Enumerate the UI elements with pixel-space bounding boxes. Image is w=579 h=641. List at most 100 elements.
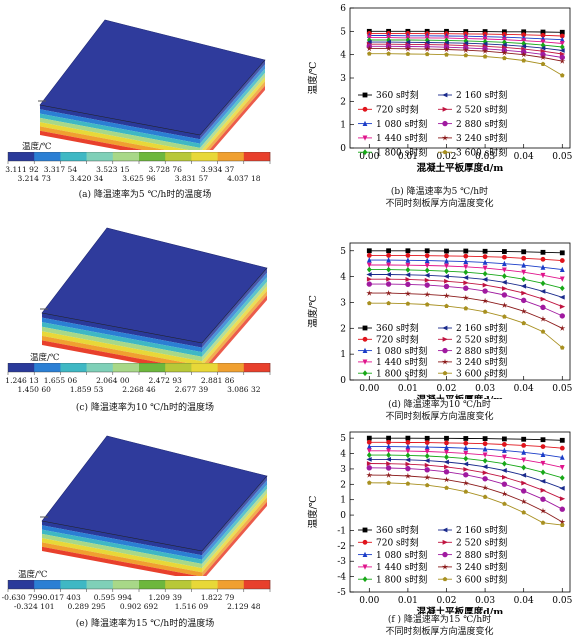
data-point (385, 281, 392, 287)
y-tick-label: 0 (340, 376, 346, 386)
colorbar-segment (8, 580, 35, 589)
data-point (559, 41, 565, 47)
data-point (405, 301, 411, 306)
data-point (366, 443, 372, 450)
line-chart-b: 0 1 2 3 4 5 6 0.00 0.01 0.02 0.03 0.04 0.05 混凝土平板厚度d/… (307, 4, 573, 174)
slab-image-a (38, 19, 266, 150)
y-tick-label: 3 (340, 465, 346, 475)
data-point (540, 32, 546, 38)
y-tick-label: -1 (337, 526, 346, 536)
colorbar-a (7, 152, 271, 164)
panel-e: 温度/℃ -0.630 799 -0.017 403 0.595 994 1.209 … (0, 426, 290, 641)
data-point (404, 290, 411, 297)
data-point (424, 474, 431, 480)
legend-label: 2 520 s时刻 (456, 104, 507, 116)
data-point (521, 480, 527, 486)
x-tick-label: 0.03 (475, 384, 495, 394)
y-tick-label: 0 (340, 511, 346, 521)
colorbar-segment (112, 580, 140, 589)
colorbar-segment (34, 363, 61, 372)
data-point (559, 325, 566, 331)
caption-b-line1: (b) 降温速率为5 ℃/h时 (390, 187, 489, 197)
data-point (366, 461, 373, 466)
data-point (559, 73, 565, 78)
data-point (443, 292, 450, 299)
slab-side-band (202, 480, 267, 560)
x-tick-label: 0.03 (475, 596, 495, 606)
legend-label: 3 600 s时刻 (456, 146, 507, 158)
data-point (559, 285, 565, 292)
x-tick-label: 0.05 (552, 596, 572, 606)
y-axis-label: 温度/℃ (307, 61, 319, 94)
y-tick-label: 2 (340, 324, 346, 334)
x-tick-label: 0.00 (359, 596, 379, 606)
y-tick-label: 4 (340, 51, 346, 61)
data-point (444, 485, 449, 490)
y-tick-label: 5 (340, 434, 346, 444)
data-point (367, 300, 372, 306)
colorbar-tick-label: 2.472 93 (148, 376, 182, 385)
legend-label: 3 600 s时刻 (456, 367, 507, 379)
legend-label: 1 800 s时刻 (376, 573, 427, 585)
slab-side-band (209, 85, 265, 150)
data-point (404, 457, 411, 463)
data-point (366, 266, 372, 273)
data-point (540, 264, 546, 270)
slab-side-band (202, 268, 267, 348)
data-point (443, 469, 450, 475)
x-axis-label: 混凝土平板厚度d/m (417, 606, 504, 614)
data-point (386, 262, 391, 268)
legend-marker (442, 527, 448, 533)
data-point (385, 456, 391, 462)
colorbar-segment (139, 152, 166, 161)
legend-label: 360 s时刻 (376, 322, 419, 334)
data-point (404, 472, 411, 479)
y-axis-label: 温度/℃ (307, 495, 319, 528)
plot-frame (349, 242, 571, 381)
legend-marker (442, 576, 448, 582)
data-point (405, 266, 411, 273)
data-point (540, 478, 546, 484)
data-point (424, 302, 430, 307)
data-point (501, 302, 508, 308)
data-point (462, 294, 469, 301)
data-point (462, 479, 469, 486)
data-point (501, 292, 508, 298)
data-point (559, 33, 565, 39)
panel-d: 0 1 2 3 4 5 0.00 0.01 0.02 0.03 0.04 0.05 混凝土平板厚度d/m… (300, 213, 579, 426)
legend-label: 2 160 s时刻 (456, 322, 507, 334)
colorbar-segment (217, 580, 245, 589)
data-point (501, 468, 507, 473)
data-point (521, 290, 527, 296)
panel-f: -5 -4 -3 -2 -1 0 1 2 3 4 5 0.00 0.01 0.02 0.03 0.04 0.05… (300, 426, 579, 641)
colorbar-tick-label: 1.246 13 (5, 376, 39, 385)
x-tick-label: 0.03 (475, 152, 495, 162)
colorbar-tick-label: 3.086 32 (227, 385, 261, 394)
legend-label: 1 800 s时刻 (376, 146, 427, 158)
data-point (366, 257, 372, 263)
y-tick-label: 4 (340, 450, 346, 460)
colorbar-e (7, 580, 271, 592)
colorbar-tick-label: -0.324 101 (13, 602, 55, 611)
colorbar-tick-label: 0.902 692 (119, 602, 159, 611)
data-point (405, 452, 411, 459)
data-point (521, 269, 527, 276)
y-tick-label: 3 (340, 298, 346, 308)
slab-front-band (40, 105, 200, 140)
data-point (521, 449, 527, 455)
colorbar-tick-label: 1.822 79 (200, 593, 235, 602)
legend-label: 720 s时刻 (376, 334, 419, 346)
data-point (424, 458, 430, 464)
data-point (559, 313, 565, 319)
y-tick-label: 1 (340, 121, 346, 131)
data-point (405, 262, 411, 269)
colorbar-tick-label: 2.268 46 (122, 385, 156, 394)
data-point (482, 248, 488, 254)
colorbar-segment (8, 363, 35, 372)
data-point (539, 54, 547, 61)
data-point (482, 282, 488, 288)
slab-front-band (40, 122, 189, 150)
data-point (424, 45, 431, 52)
y-tick-label: 4 (340, 273, 346, 283)
legend-marker (442, 336, 448, 342)
